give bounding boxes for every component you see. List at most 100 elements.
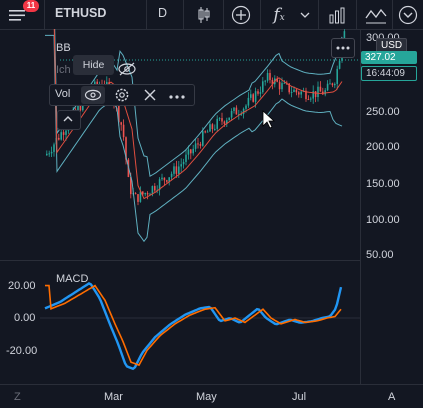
candle-body [271,79,274,85]
candle-body [120,122,122,125]
cursor-icon [262,110,276,129]
chart-type-button[interactable] [190,0,218,29]
macd-axis-label: 20.00 [8,280,36,292]
candle-body [290,91,293,93]
menu-button[interactable] [4,0,30,29]
pane-divider[interactable] [0,260,360,261]
arrow-down-circle-icon [398,5,418,24]
candle-body [48,153,50,155]
macd-legend-title[interactable]: MACD [56,273,89,285]
candle-body [319,86,322,92]
candle-body [206,131,209,133]
candle-body [163,177,166,181]
chart-more-button[interactable] [331,38,355,58]
candle-body [134,193,137,195]
time-axis-label: Jul [292,391,307,403]
candle-body [230,110,233,118]
candle-body [130,176,132,195]
candle-body [142,191,144,195]
hide-tooltip: Hide [73,55,114,75]
more-icon [336,46,350,50]
candle-body [96,81,98,86]
candle-body [223,121,226,124]
candle-body [305,90,307,100]
price-chart[interactable] [0,29,360,260]
candle-body [197,143,199,145]
candle-body [149,193,151,195]
notification-badge: 11 [23,0,39,12]
candle-body [254,91,257,102]
candle-body [180,164,182,167]
candle-body [190,149,192,154]
price-axis-label: 200.00 [366,141,400,153]
candle-body [252,94,254,102]
settings-icon [115,88,129,102]
top-toolbar: 11 ETHUSD D fx [0,0,423,30]
candle-body [202,131,204,146]
price-axis-label: 100.00 [366,214,400,226]
ichimoku-legend-title[interactable]: Ich [56,64,71,76]
fx-icon: fx [273,4,285,25]
price-axis-label: 250.00 [366,106,400,118]
candle-body [137,194,139,202]
menu-icon [9,9,25,21]
candle-body [192,148,194,154]
eye-icon [84,89,102,101]
show-hidden-button[interactable] [117,62,137,81]
visibility-toggle-button[interactable] [81,86,105,104]
candle-body [288,83,290,93]
candle-body [247,97,250,106]
add-button[interactable] [228,0,254,29]
candle-body [158,179,161,190]
candle-body [334,83,336,86]
candle-body [214,128,216,130]
candle-body [161,177,163,180]
indicator-settings-button[interactable] [114,87,130,108]
remove-indicator-button[interactable] [143,88,157,107]
collapse-legend-button[interactable] [57,110,81,130]
layout-button[interactable] [324,0,350,29]
chevron-down-icon [300,12,310,18]
symbol-search-button[interactable]: ETHUSD [55,6,107,20]
candle-body [278,81,281,90]
more-toolbar-button[interactable] [396,0,420,29]
candle-body [60,132,62,140]
interval-button[interactable]: D [158,6,168,20]
candle-body [146,192,149,195]
compare-button[interactable] [362,0,390,29]
candle-body [298,92,300,95]
candle-body [166,180,168,182]
signal-line [45,284,342,367]
candle-body [118,105,120,123]
candle-body [209,124,211,132]
bb-legend-title[interactable]: BB [56,42,71,54]
candle-body [218,118,221,120]
candle-body [307,99,310,101]
candle-body [79,105,82,111]
candle-body [326,83,329,91]
zoom-button[interactable]: Z [14,391,21,403]
macd-axis-label: -20.00 [6,345,38,357]
candle-body [211,124,214,130]
indicator-more-button[interactable] [168,89,186,107]
templates-dropdown[interactable] [297,0,313,29]
macd-line [44,282,343,371]
candle-body [185,154,187,162]
candle-body [46,153,48,156]
indicators-button[interactable]: fx [266,0,292,29]
macd-chart[interactable] [0,261,360,384]
chevron-up-icon [63,116,73,122]
candle-body [175,166,178,174]
compare-icon [365,8,387,23]
countdown-tag: 16:44:09 [361,66,417,81]
macd-axis-label: 0.00 [14,312,36,324]
candle-body [173,166,175,174]
time-axis[interactable]: Z Mar May Jul A [0,384,423,408]
candle-body [187,149,190,155]
candle-body [194,143,197,149]
eye-slash-icon [118,62,136,76]
price-axis-border [360,29,361,384]
candle-body [228,117,230,121]
auto-scale-button[interactable]: A [388,391,396,403]
vol-legend-title[interactable]: Vol [55,88,71,100]
